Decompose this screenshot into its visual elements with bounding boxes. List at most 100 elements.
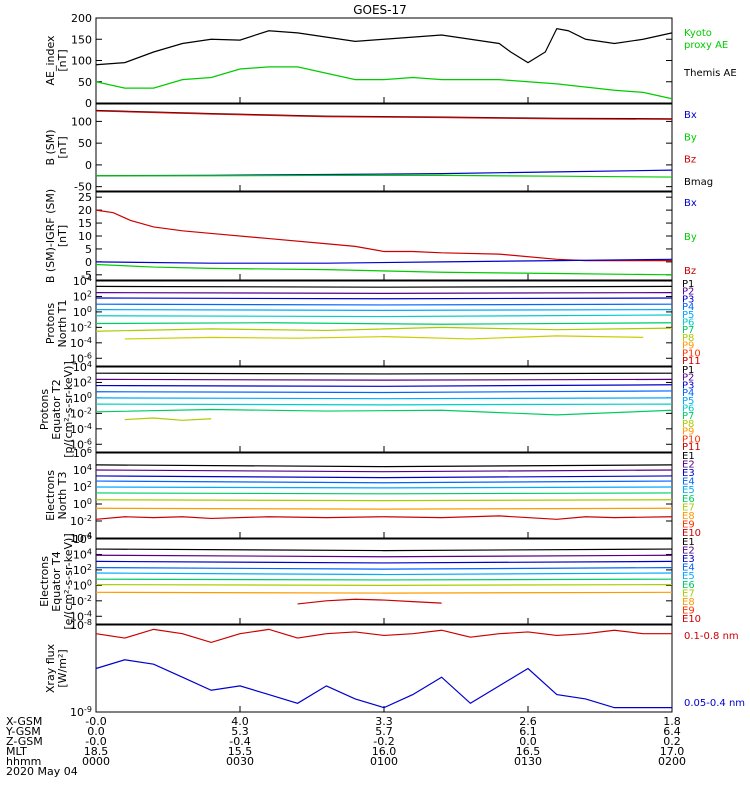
x-row-label: Y-GSM [5,725,41,738]
x-row-value: 5.7 [375,725,393,738]
x-row-value: 15.5 [228,745,253,758]
series-line [95,322,673,325]
series-line [95,469,673,473]
y-tick-label: 15 [78,217,92,230]
legend-entry: P5 [682,310,694,321]
legend-entry: E7 [682,588,695,599]
legend-entry: Bx [684,198,697,209]
series-line [95,110,673,120]
legend-entry: Bmag [684,177,713,188]
series-line [297,598,442,605]
y-tick-label: 106 [73,446,92,460]
y-tick-label: 10-2 [70,514,92,528]
series-line [96,174,673,178]
x-row-value: 4.0 [231,715,249,728]
x-row-value: -0.2 [373,735,394,748]
series-line [95,572,673,576]
series-line [95,308,673,311]
y-axis-label: ProtonsEquator T2[p/(cm²-s-sr-keV)] [38,361,75,458]
y-tick-label: 10-8 [70,618,92,632]
y-tick-label: 200 [71,12,92,25]
legend-entry: P2 [682,373,694,384]
series-line [95,403,673,406]
legend-entry: E4 [682,477,695,488]
series-line [95,27,673,66]
legend-entry: E6 [682,580,695,591]
series-line [95,591,673,594]
legend-entry: E5 [682,571,695,582]
series-line [95,384,673,387]
series-line [95,492,673,495]
legend-entry: E10 [682,614,701,625]
date-label: 2020 May 04 [6,765,78,778]
y-tick-label: 106 [73,532,92,546]
panel-frame [95,538,673,625]
x-row-value: 0130 [514,755,542,768]
y-tick-label: 100 [73,391,92,405]
y-tick-label: 102 [73,375,92,389]
x-row-value: 16.5 [516,745,541,758]
series-line [95,486,673,489]
x-row-value: 5.3 [231,725,249,738]
legend-entry: 0.1-0.8 nm [684,631,739,642]
y-tick-label: 102 [73,289,92,303]
legend-entry: E4 [682,563,695,574]
y-tick-label: 50 [78,76,92,89]
x-row-value: 18.5 [84,745,109,758]
series-line [95,291,673,294]
y-tick-label: 150 [71,33,92,46]
x-row-value: -0.4 [229,735,250,748]
legend-entry: P10 [682,434,701,445]
legend-entry: Bz [684,266,696,277]
series-line [124,417,212,421]
legend-entry: P10 [682,348,701,359]
series-line [95,326,673,332]
x-row-value: 0.0 [87,725,105,738]
legend-entry: E8 [682,597,695,608]
series-line [95,285,673,288]
y-tick-label: 104 [73,274,92,288]
series-line [95,390,673,394]
legend-entry: E3 [682,468,695,479]
y-tick-label: 102 [73,480,92,494]
legend-entry: E3 [682,554,695,565]
legend-entry: By [684,232,697,243]
legend-entry: P1 [682,279,694,290]
series-line [124,335,644,340]
y-tick-label: 100 [73,305,92,319]
legend-entry: Kyoto [684,28,712,39]
legend-entry: E1 [682,537,695,548]
y-axis-label: Xray flux[W/m²] [44,643,69,693]
y-tick-label: 10-2 [70,320,92,334]
legend-entry: P11 [682,442,701,453]
x-row-value: 6.1 [519,725,537,738]
x-row-label: MLT [6,745,27,758]
series-line [95,408,673,416]
x-row-value: 0.0 [519,735,537,748]
legend-entry: P4 [682,388,694,399]
legend-entry: E10 [682,528,701,539]
series-line [95,560,673,564]
legend-entry: Themis AE [683,68,737,79]
y-tick-label: 10-4 [70,336,92,350]
y-tick-label: 100 [71,115,92,128]
y-tick-label: 10 [78,230,92,243]
series-line [95,314,673,318]
x-row-label: X-GSM [6,715,42,728]
legend-entry: P7 [682,411,694,422]
x-row-value: -0.0 [85,715,106,728]
legend-entry: P9 [682,341,694,352]
series-line [95,628,672,644]
series-line [95,464,673,468]
x-row-label: Z-GSM [6,735,43,748]
x-row-value: 17.0 [660,745,685,758]
series-line [95,258,673,264]
legend-entry: P9 [682,427,694,438]
series-line [95,397,673,400]
x-row-value: 2.6 [519,715,537,728]
x-row-value: -0.0 [85,735,106,748]
